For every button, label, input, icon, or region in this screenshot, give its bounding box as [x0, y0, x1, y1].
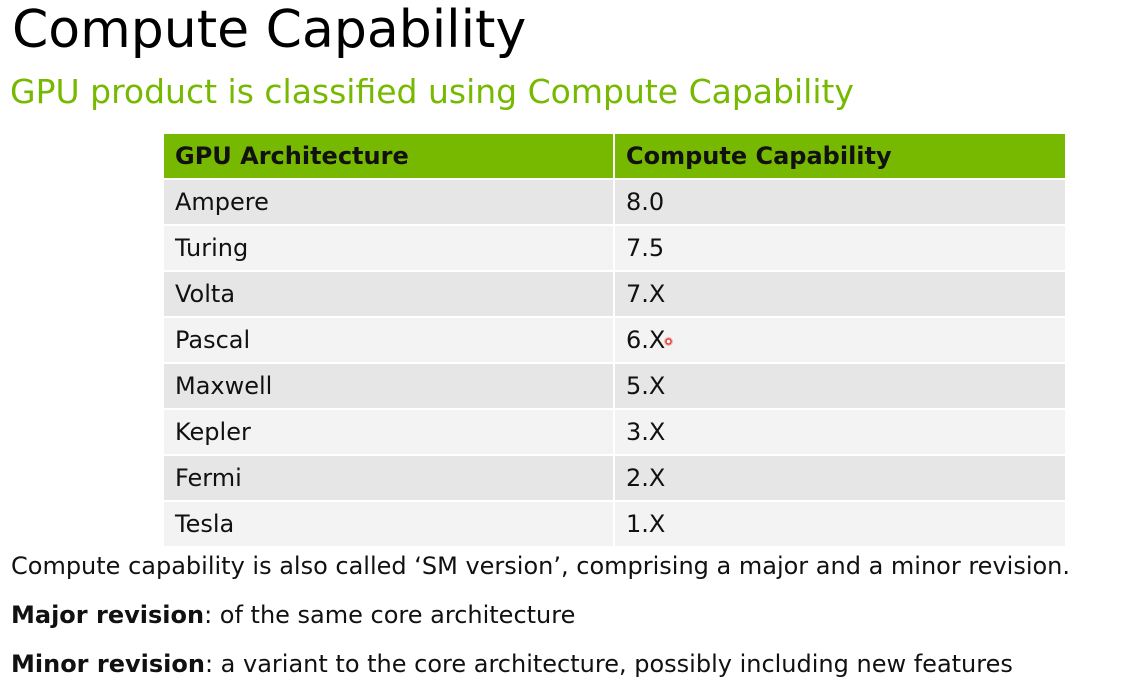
- architecture-cell: Turing: [164, 224, 615, 271]
- capability-cell: 8.0: [614, 178, 1065, 225]
- major-revision-label: Major revision: [11, 601, 205, 629]
- architecture-cell: Ampere: [164, 178, 615, 225]
- table-row: Kepler 3.X: [164, 408, 1065, 455]
- table-row: Maxwell 5.X: [164, 362, 1065, 409]
- sm-version-text: Compute capability is also called ‘SM ve…: [11, 552, 1071, 580]
- architecture-cell: Pascal: [164, 316, 615, 363]
- slide-title: Compute Capability: [12, 0, 527, 60]
- slide-subtitle: GPU product is classified using Compute …: [10, 72, 854, 111]
- table-header-row: GPU Architecture Compute Capability: [164, 134, 1065, 179]
- architecture-cell: Volta: [164, 270, 615, 317]
- capability-cell: 7.5: [614, 224, 1065, 271]
- laser-pointer-icon: [664, 337, 673, 346]
- minor-revision-text: : a variant to the core architecture, po…: [204, 650, 1013, 678]
- table-row: Turing 7.5: [164, 224, 1065, 271]
- table-row: Volta 7.X: [164, 270, 1065, 317]
- compute-capability-table: GPU Architecture Compute Capability Ampe…: [164, 134, 1065, 546]
- architecture-cell: Fermi: [164, 454, 615, 501]
- capability-cell: 7.X: [614, 270, 1065, 317]
- capability-cell: 1.X: [614, 500, 1065, 546]
- major-revision-text: : of the same core architecture: [204, 601, 576, 629]
- architecture-cell: Tesla: [164, 500, 615, 546]
- table-row: Pascal 6.X: [164, 316, 1065, 363]
- header-compute-capability: Compute Capability: [614, 134, 1065, 179]
- architecture-cell: Maxwell: [164, 362, 615, 409]
- capability-cell: 2.X: [614, 454, 1065, 501]
- sm-version-note: Compute capability is also called ‘SM ve…: [11, 550, 1070, 582]
- minor-revision-label: Minor revision: [11, 650, 205, 678]
- major-revision-note: Major revision: of the same core archite…: [11, 599, 575, 631]
- header-gpu-architecture: GPU Architecture: [164, 134, 615, 179]
- table-row: Fermi 2.X: [164, 454, 1065, 501]
- capability-cell: 3.X: [614, 408, 1065, 455]
- table-row: Tesla 1.X: [164, 500, 1065, 546]
- architecture-cell: Kepler: [164, 408, 615, 455]
- minor-revision-note: Minor revision: a variant to the core ar…: [11, 648, 1013, 680]
- capability-cell: 6.X: [614, 316, 1065, 363]
- capability-cell: 5.X: [614, 362, 1065, 409]
- table-row: Ampere 8.0: [164, 178, 1065, 225]
